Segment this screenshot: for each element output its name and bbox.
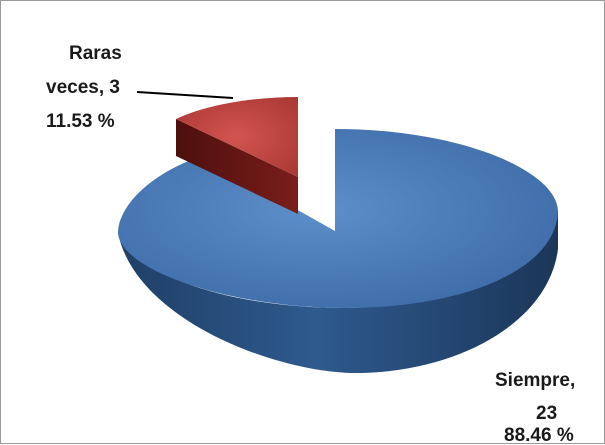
siempre-slice-side xyxy=(118,211,558,374)
raras-label-percent: 11.53 % xyxy=(46,111,115,132)
siempre-label-percent: 88.46 % xyxy=(504,425,574,445)
raras-slice-top xyxy=(176,97,298,177)
pie-slice-siempre xyxy=(118,129,558,374)
raras-veces-label: Raras veces, 3 11.53 % xyxy=(46,43,122,132)
pie-slice-raras-veces xyxy=(176,97,298,214)
siempre-label-line2: 23 xyxy=(536,403,557,424)
raras-slice-face xyxy=(176,119,298,214)
raras-leader-line xyxy=(136,91,234,99)
raras-label-line1: Raras xyxy=(69,43,122,64)
siempre-label: Siempre, 23 88.46 % xyxy=(495,370,575,445)
siempre-label-line1: Siempre, xyxy=(495,370,575,391)
raras-label-line2: veces, 3 xyxy=(46,77,120,98)
